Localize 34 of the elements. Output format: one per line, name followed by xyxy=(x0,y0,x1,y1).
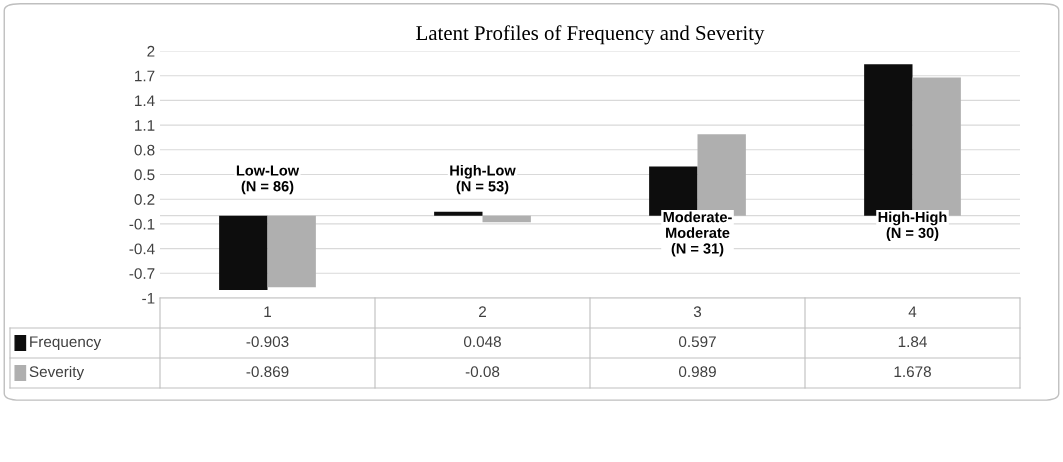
y-tick-label: 1.7 xyxy=(135,70,155,82)
y-tick-label: 1.4 xyxy=(135,95,155,106)
data-label: 0.048 xyxy=(463,336,501,348)
annotation: High-High (N = 30) xyxy=(878,211,947,241)
y-tick-label: 1.1 xyxy=(135,120,155,131)
data-label: -0.869 xyxy=(246,366,289,378)
data-label: -0.08 xyxy=(465,366,500,378)
annotation: Moderate- Moderate (N = 31) xyxy=(663,211,732,257)
bar xyxy=(482,215,531,223)
legend-label: Severity xyxy=(29,365,85,381)
bar xyxy=(219,215,268,291)
y-tick-label: 0.8 xyxy=(134,144,155,156)
legend-label: Frequency xyxy=(30,336,102,351)
data-label: 1.678 xyxy=(894,366,931,378)
y-tick-label: -1 xyxy=(142,293,155,304)
bar xyxy=(267,215,316,288)
y-tick-label: -0.7 xyxy=(129,268,155,279)
x-tick-label: 3 xyxy=(693,306,702,318)
x-tick-label: 4 xyxy=(908,306,917,317)
annotation: High-Low (N = 53) xyxy=(450,164,516,195)
y-tick-label: -0.1 xyxy=(129,218,155,230)
data-label: 0.597 xyxy=(678,336,716,348)
chart-title: Latent Profiles of Frequency and Severity xyxy=(416,25,765,45)
y-tick-label: 0.2 xyxy=(134,194,155,205)
data-label: 1.84 xyxy=(898,336,927,348)
bar xyxy=(434,211,483,216)
y-tick-label: 2 xyxy=(147,45,155,57)
y-tick-label: -0.4 xyxy=(129,243,155,255)
y-tick-label: 0.5 xyxy=(134,169,155,181)
annotation: Low-Low (N = 86) xyxy=(236,165,300,195)
x-tick-label: 1 xyxy=(264,306,271,317)
data-label: -0.903 xyxy=(246,336,289,348)
x-tick-label: 2 xyxy=(479,306,486,317)
data-label: 0.989 xyxy=(678,366,716,378)
